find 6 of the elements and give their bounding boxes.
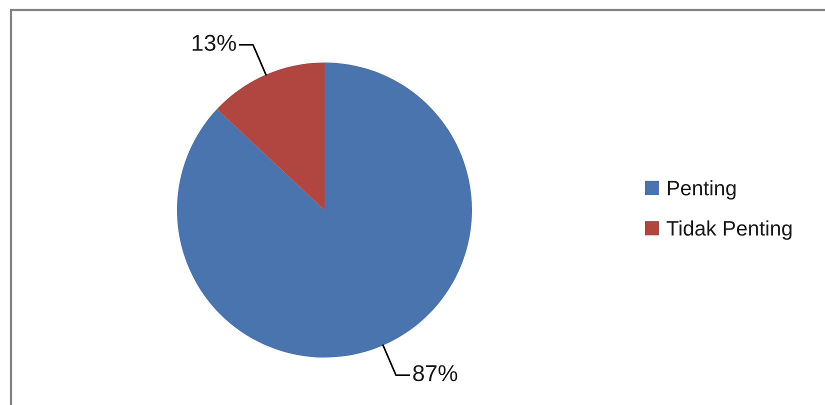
data-label: 87%: [413, 365, 458, 382]
data-label: 13%: [192, 34, 236, 51]
legend-label: Penting: [668, 180, 736, 200]
pie-slice: [177, 62, 472, 358]
legend-label: Tidak Penting: [666, 220, 792, 240]
pie-slice: [216, 62, 324, 210]
